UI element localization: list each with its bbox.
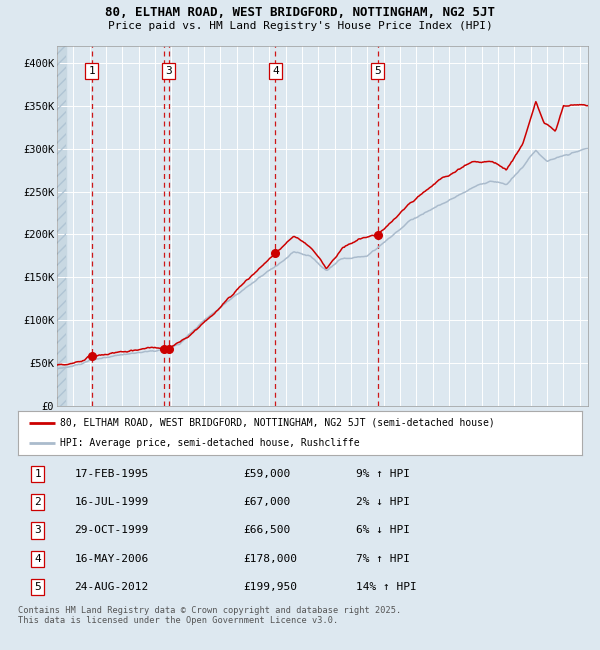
Bar: [57, 46, 66, 406]
Text: 80, ELTHAM ROAD, WEST BRIDGFORD, NOTTINGHAM, NG2 5JT (semi-detached house): 80, ELTHAM ROAD, WEST BRIDGFORD, NOTTING…: [60, 418, 495, 428]
Text: 2% ↓ HPI: 2% ↓ HPI: [356, 497, 410, 507]
Text: 7% ↑ HPI: 7% ↑ HPI: [356, 554, 410, 564]
Text: 2: 2: [34, 497, 41, 507]
Text: 16-MAY-2006: 16-MAY-2006: [74, 554, 149, 564]
Text: £67,000: £67,000: [244, 497, 291, 507]
Text: 4: 4: [272, 66, 279, 76]
Text: 9% ↑ HPI: 9% ↑ HPI: [356, 469, 410, 478]
Text: 5: 5: [374, 66, 381, 76]
Text: 16-JUL-1999: 16-JUL-1999: [74, 497, 149, 507]
Text: 14% ↑ HPI: 14% ↑ HPI: [356, 582, 417, 592]
Text: 5: 5: [34, 582, 41, 592]
Text: 29-OCT-1999: 29-OCT-1999: [74, 525, 149, 536]
Text: 1: 1: [88, 66, 95, 76]
Text: Contains HM Land Registry data © Crown copyright and database right 2025.
This d: Contains HM Land Registry data © Crown c…: [18, 606, 401, 625]
Text: 17-FEB-1995: 17-FEB-1995: [74, 469, 149, 478]
Text: £59,000: £59,000: [244, 469, 291, 478]
Text: 80, ELTHAM ROAD, WEST BRIDGFORD, NOTTINGHAM, NG2 5JT: 80, ELTHAM ROAD, WEST BRIDGFORD, NOTTING…: [105, 6, 495, 20]
Text: 24-AUG-2012: 24-AUG-2012: [74, 582, 149, 592]
Text: 3: 3: [34, 525, 41, 536]
Text: Price paid vs. HM Land Registry's House Price Index (HPI): Price paid vs. HM Land Registry's House …: [107, 21, 493, 31]
Text: 4: 4: [34, 554, 41, 564]
Text: £199,950: £199,950: [244, 582, 298, 592]
Text: 6% ↓ HPI: 6% ↓ HPI: [356, 525, 410, 536]
Text: HPI: Average price, semi-detached house, Rushcliffe: HPI: Average price, semi-detached house,…: [60, 438, 360, 448]
Text: £66,500: £66,500: [244, 525, 291, 536]
Text: £178,000: £178,000: [244, 554, 298, 564]
Text: 1: 1: [34, 469, 41, 478]
Text: 3: 3: [165, 66, 172, 76]
Bar: [57, 46, 66, 406]
